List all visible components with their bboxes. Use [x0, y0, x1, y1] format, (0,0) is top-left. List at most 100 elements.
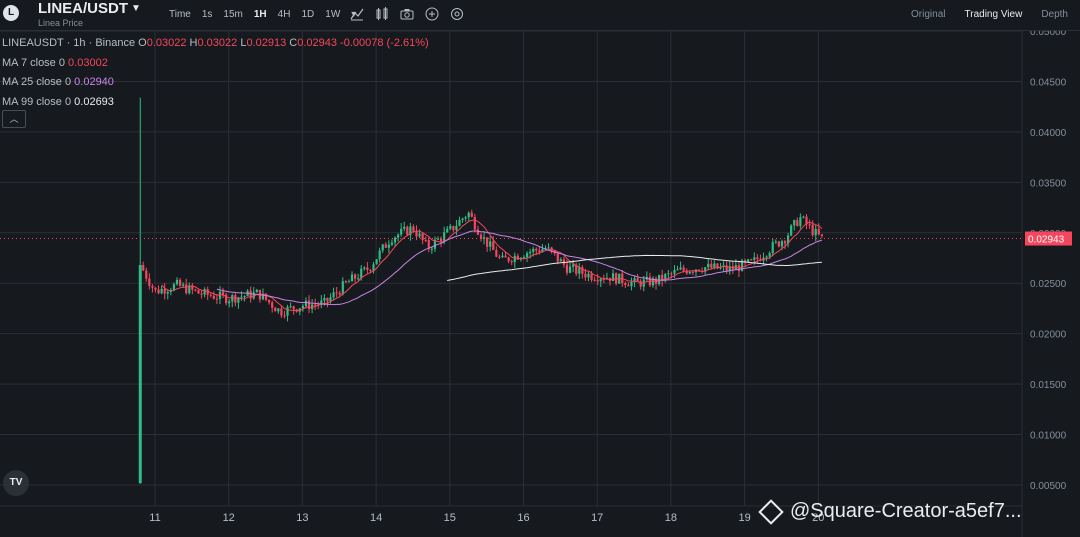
candle-body — [228, 301, 231, 304]
candle-body — [615, 273, 618, 284]
interval-time[interactable]: Time — [169, 9, 191, 20]
linea-logo-icon: L — [3, 5, 19, 21]
watermark: @Square-Creator-a5ef7... — [758, 498, 1022, 525]
view-depth[interactable]: Depth — [1041, 9, 1068, 20]
add-circle-icon[interactable] — [425, 7, 439, 21]
x-tick-label: 12 — [223, 512, 235, 524]
candle-body — [513, 255, 516, 263]
candle-body — [624, 283, 627, 286]
high-value: 0.03022 — [197, 37, 238, 49]
view-switch: Original Trading View Depth — [892, 9, 1068, 20]
candle-body — [814, 228, 817, 236]
candle-body — [415, 230, 418, 237]
candlestick-chart[interactable]: 0.050000.045000.040000.035000.030000.025… — [0, 31, 1080, 537]
view-trading-view[interactable]: Trading View — [964, 9, 1023, 20]
candle-body — [473, 216, 476, 230]
candle-body — [160, 288, 163, 294]
candle-body — [243, 295, 246, 297]
candle-body — [157, 289, 160, 294]
camera-icon[interactable] — [400, 7, 414, 21]
candle-body — [719, 266, 722, 269]
x-tick-label: 13 — [296, 512, 308, 524]
interval-1w[interactable]: 1W — [325, 9, 341, 20]
candle-body — [237, 297, 240, 303]
ma7-value: 0.03002 — [68, 56, 108, 69]
candle-settings-icon[interactable] — [375, 7, 389, 21]
candle-body — [436, 238, 440, 240]
candle-body — [357, 278, 360, 280]
ma99-line — [447, 254, 822, 281]
watermark-text: @Square-Creator-a5ef7... — [790, 500, 1022, 522]
collapse-legend-button[interactable]: ︿ — [2, 110, 26, 128]
candle-body — [507, 257, 510, 262]
interval-4h[interactable]: 4H — [277, 9, 291, 20]
view-original[interactable]: Original — [911, 9, 946, 20]
candle-body — [378, 250, 381, 260]
candle-body — [817, 228, 820, 235]
candle-body — [538, 250, 541, 253]
candle-body — [307, 300, 311, 310]
gear-icon[interactable] — [450, 7, 464, 21]
candle-body — [292, 306, 295, 310]
ma7-label: MA 7 close 0 — [2, 56, 65, 69]
tradingview-logo[interactable]: TV — [3, 470, 29, 496]
candle-body — [142, 265, 145, 271]
candle-body — [559, 259, 562, 262]
pair-subtitle[interactable]: Linea Price — [38, 18, 84, 28]
ma25-row[interactable]: MA 25 close 0 0.02940 — [2, 76, 429, 96]
candle-body — [286, 306, 289, 316]
candle-body — [728, 266, 731, 271]
candle-body — [240, 296, 243, 298]
candle-body — [682, 267, 685, 271]
ma7-row[interactable]: MA 7 close 0 0.03002 — [2, 57, 429, 77]
ma7-line — [161, 219, 823, 311]
candle-body — [320, 300, 323, 305]
close-value: 0.02943 — [297, 37, 337, 49]
ma99-row[interactable]: MA 99 close 0 0.02693 — [2, 96, 429, 116]
candle-body — [439, 238, 443, 242]
last-price-label: 0.02943 — [1028, 235, 1065, 246]
candle-body — [765, 256, 768, 258]
indicator-icon[interactable] — [350, 7, 364, 21]
candle-body — [673, 270, 676, 274]
candle-body — [704, 267, 707, 272]
candle-body — [412, 226, 415, 231]
y-tick-label: 0.05000 — [1030, 31, 1067, 38]
candle-body — [403, 226, 406, 229]
candle-body — [747, 259, 750, 262]
candle-body — [387, 244, 390, 248]
low-value: 0.02913 — [246, 37, 287, 49]
candle-body — [464, 217, 467, 219]
candle-body — [756, 257, 759, 259]
x-tick-label: 14 — [370, 512, 382, 524]
candle-body — [611, 273, 615, 282]
candle-body — [203, 289, 206, 295]
interval-15m[interactable]: 15m — [223, 9, 243, 20]
chevron-down-icon[interactable]: ▼ — [131, 3, 141, 14]
interval-1d[interactable]: 1D — [301, 9, 315, 20]
candle-body — [532, 248, 535, 252]
pair-selector[interactable]: LINEA/USDT — [38, 0, 128, 17]
candle-body — [685, 270, 688, 274]
candle-body — [148, 278, 151, 286]
candle-body — [255, 289, 258, 293]
x-tick-label: 15 — [444, 512, 456, 524]
candle-body — [154, 287, 157, 290]
last-price-tag — [1025, 231, 1072, 246]
candle-body — [384, 244, 387, 248]
candle-body — [231, 295, 234, 302]
candle-body — [344, 281, 347, 283]
candle-body — [406, 226, 409, 235]
candle-body — [768, 253, 771, 257]
candle-body — [489, 241, 492, 247]
candle-body — [166, 292, 169, 294]
candle-body — [283, 315, 286, 317]
candle-body — [578, 267, 581, 274]
candle-body — [427, 240, 430, 249]
candle-body — [495, 250, 498, 257]
interval-1h[interactable]: 1H — [253, 9, 267, 20]
y-tick-label: 0.02000 — [1030, 330, 1067, 341]
interval-1s[interactable]: 1s — [201, 9, 213, 20]
candle-body — [185, 284, 188, 294]
candle-body — [535, 248, 538, 251]
